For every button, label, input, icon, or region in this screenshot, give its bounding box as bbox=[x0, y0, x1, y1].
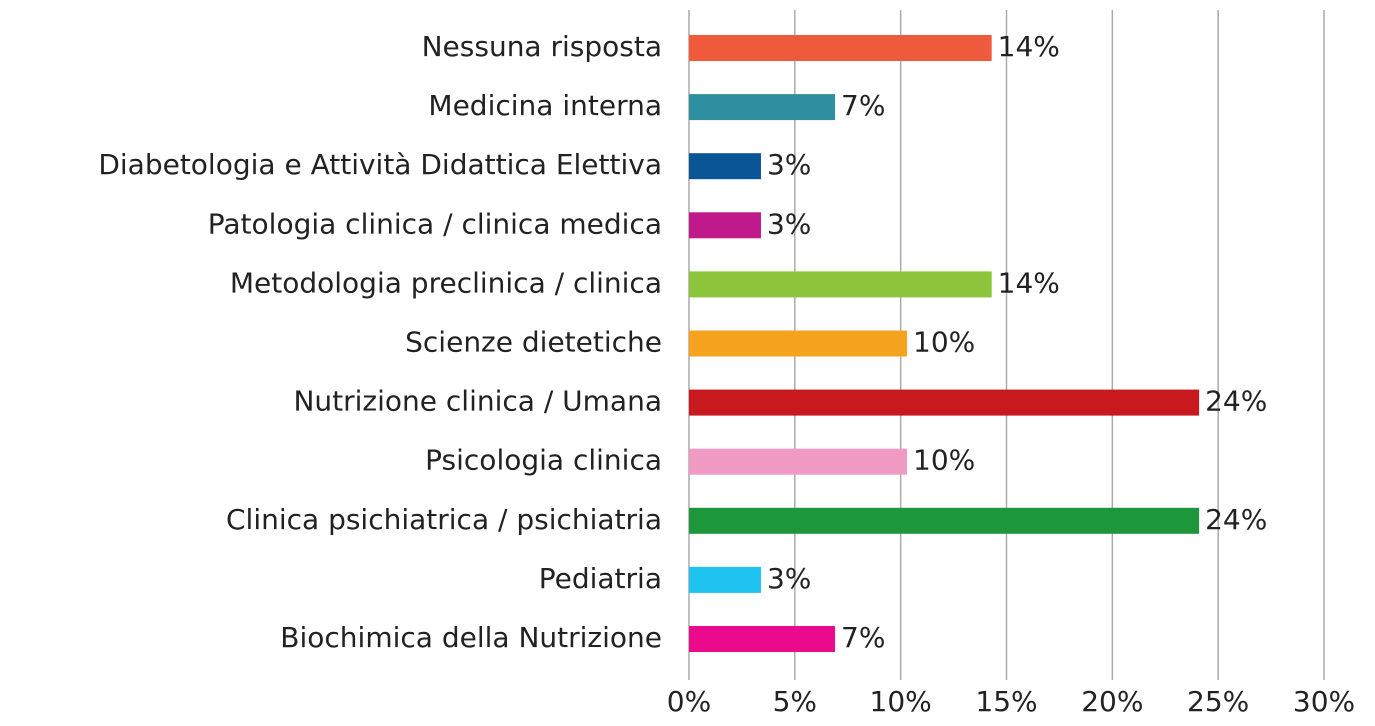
y-tick-label: Medicina interna bbox=[428, 89, 662, 122]
bar bbox=[689, 35, 992, 61]
value-label: 3% bbox=[767, 148, 811, 181]
value-label: 7% bbox=[841, 89, 885, 122]
bar bbox=[689, 507, 1200, 534]
value-label: 24% bbox=[1205, 503, 1267, 536]
y-tick-label: Clinica psichiatrica / psichiatria bbox=[226, 503, 662, 536]
bar bbox=[689, 330, 908, 357]
x-tick-label: 0% bbox=[667, 685, 711, 718]
bar bbox=[689, 626, 836, 652]
value-label: 24% bbox=[1205, 385, 1267, 418]
value-label: 14% bbox=[998, 30, 1060, 63]
x-tick-label: 30% bbox=[1293, 685, 1355, 718]
x-tick-label: 25% bbox=[1187, 685, 1249, 718]
y-tick-label: Pediatria bbox=[539, 562, 662, 595]
value-label: 7% bbox=[841, 621, 885, 654]
x-tick-label: 10% bbox=[870, 685, 932, 718]
bar bbox=[689, 212, 761, 239]
value-label: 3% bbox=[767, 562, 811, 595]
y-tick-label: Patologia clinica / clinica medica bbox=[208, 207, 662, 240]
bar bbox=[689, 94, 836, 121]
value-label: 14% bbox=[998, 266, 1060, 299]
y-tick-label: Metodologia preclinica / clinica bbox=[230, 266, 662, 299]
y-tick-label: Nessuna risposta bbox=[422, 30, 662, 63]
bar bbox=[689, 389, 1200, 416]
x-tick-label: 20% bbox=[1081, 685, 1143, 718]
bar bbox=[689, 566, 761, 593]
y-tick-label: Scienze dietetiche bbox=[405, 326, 662, 359]
x-tick-label: 15% bbox=[975, 685, 1037, 718]
y-tick-label: Biochimica della Nutrizione bbox=[280, 621, 662, 654]
bar bbox=[689, 271, 992, 298]
y-tick-label: Diabetologia e Attività Didattica Eletti… bbox=[98, 148, 662, 181]
value-label: 10% bbox=[913, 326, 975, 359]
value-label: 10% bbox=[913, 444, 975, 477]
y-tick-label: Psicologia clinica bbox=[425, 444, 662, 477]
bar bbox=[689, 448, 908, 475]
y-tick-label: Nutrizione clinica / Umana bbox=[293, 385, 662, 418]
value-label: 3% bbox=[767, 207, 811, 240]
x-tick-label: 5% bbox=[773, 685, 817, 718]
bar bbox=[689, 153, 761, 180]
